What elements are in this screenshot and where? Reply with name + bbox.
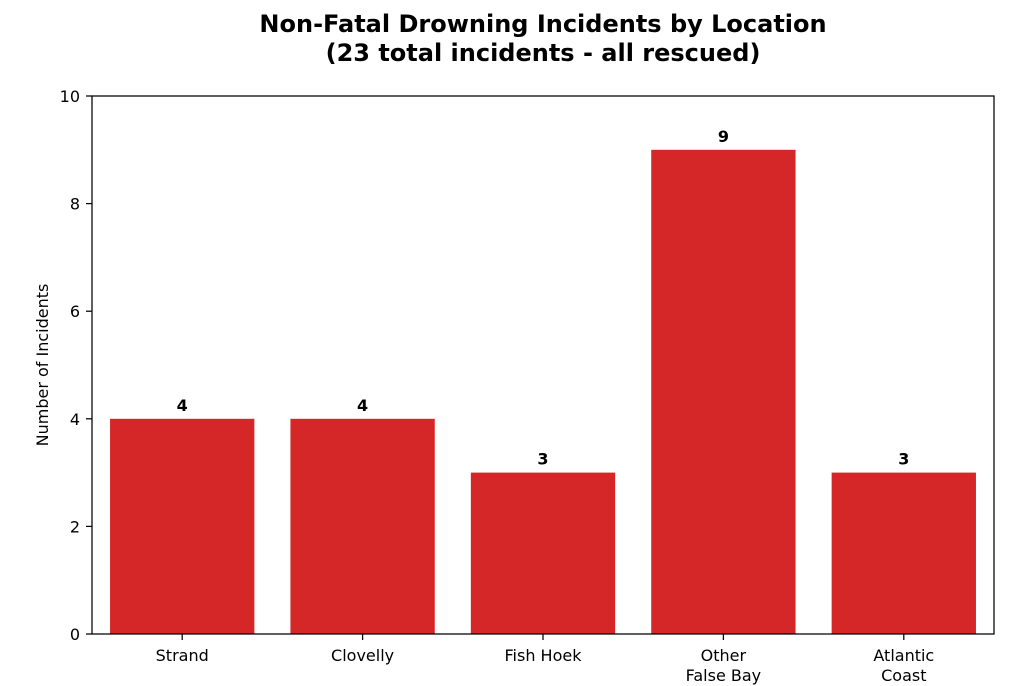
bar-value-label: 3 — [537, 450, 548, 469]
x-ticks-group: Strand Clovelly Fish Hoek Other False Bay Atl… — [156, 634, 934, 685]
y-tick-label: 8 — [70, 195, 80, 214]
x-tick-label: Atlantic Coast — [873, 646, 934, 685]
y-tick-label: 10 — [60, 87, 80, 106]
plot-frame — [91, 95, 995, 635]
x-tick-label-line: Other — [701, 646, 747, 665]
x-tick-label: Other False Bay — [686, 646, 762, 685]
bar — [110, 418, 255, 634]
y-tick-label: 2 — [70, 517, 80, 536]
chart-subtitle: (23 total incidents - all rescued) — [326, 39, 761, 67]
bar — [290, 418, 435, 634]
y-tick-label: 0 — [70, 625, 80, 644]
x-tick-label: Fish Hoek — [505, 646, 583, 665]
bar-value-label: 3 — [898, 450, 909, 469]
y-ticks-group: 0 2 4 6 8 10 — [60, 87, 92, 644]
chart-title: Non-Fatal Drowning Incidents by Location — [259, 10, 826, 38]
x-tick-label: Clovelly — [331, 646, 394, 665]
x-tick-label-line: Clovelly — [331, 646, 394, 665]
x-tick-label: Strand — [156, 646, 209, 665]
bar — [651, 149, 796, 635]
y-tick-label: 4 — [70, 410, 80, 429]
bar-value-label: 4 — [177, 396, 188, 415]
bars-group: 4 4 3 9 3 — [110, 127, 976, 635]
x-tick-label-line: False Bay — [686, 666, 762, 685]
bar-value-label: 9 — [718, 127, 729, 146]
y-axis-label: Number of Incidents — [33, 284, 52, 447]
bar — [831, 472, 976, 634]
x-tick-label-line: Atlantic — [873, 646, 934, 665]
bar-value-label: 4 — [357, 396, 368, 415]
x-tick-label-line: Strand — [156, 646, 209, 665]
x-tick-label-line: Coast — [881, 666, 926, 685]
x-tick-label-line: Fish Hoek — [505, 646, 583, 665]
y-tick-label: 6 — [70, 302, 80, 321]
bar — [470, 472, 616, 634]
